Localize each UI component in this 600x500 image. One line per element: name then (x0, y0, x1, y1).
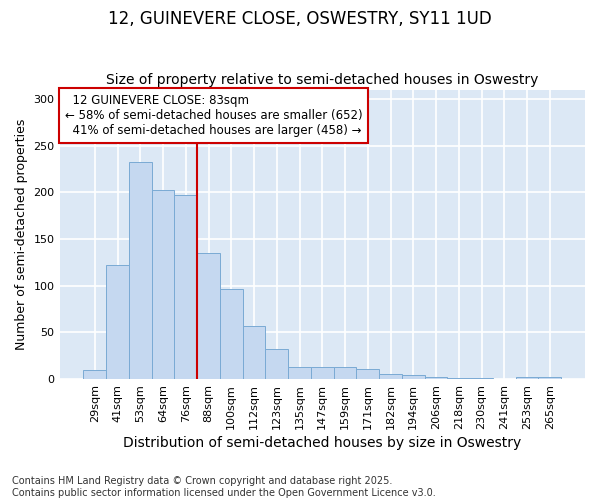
Bar (311, 367, 334, 379)
Bar (538, 378, 561, 379)
Text: 12 GUINEVERE CLOSE: 83sqm
← 58% of semi-detached houses are smaller (652)
  41% : 12 GUINEVERE CLOSE: 83sqm ← 58% of semi-… (65, 94, 362, 137)
Bar (220, 288, 242, 379)
Bar (83, 370, 106, 379)
Bar (242, 326, 265, 379)
Bar (379, 374, 402, 379)
Y-axis label: Number of semi-detached properties: Number of semi-detached properties (15, 118, 28, 350)
Bar (470, 378, 493, 379)
Bar (175, 195, 197, 379)
Bar (265, 350, 288, 379)
Bar (197, 253, 220, 379)
Bar (129, 162, 152, 379)
Text: Contains HM Land Registry data © Crown copyright and database right 2025.
Contai: Contains HM Land Registry data © Crown c… (12, 476, 436, 498)
Title: Size of property relative to semi-detached houses in Oswestry: Size of property relative to semi-detach… (106, 73, 538, 87)
Bar (152, 190, 175, 379)
Bar (448, 378, 470, 379)
Bar (106, 265, 129, 379)
Bar (515, 378, 538, 379)
X-axis label: Distribution of semi-detached houses by size in Oswestry: Distribution of semi-detached houses by … (123, 436, 521, 450)
Text: 12, GUINEVERE CLOSE, OSWESTRY, SY11 1UD: 12, GUINEVERE CLOSE, OSWESTRY, SY11 1UD (108, 10, 492, 28)
Bar (334, 367, 356, 379)
Bar (425, 378, 448, 379)
Bar (402, 376, 425, 379)
Bar (288, 367, 311, 379)
Bar (356, 369, 379, 379)
